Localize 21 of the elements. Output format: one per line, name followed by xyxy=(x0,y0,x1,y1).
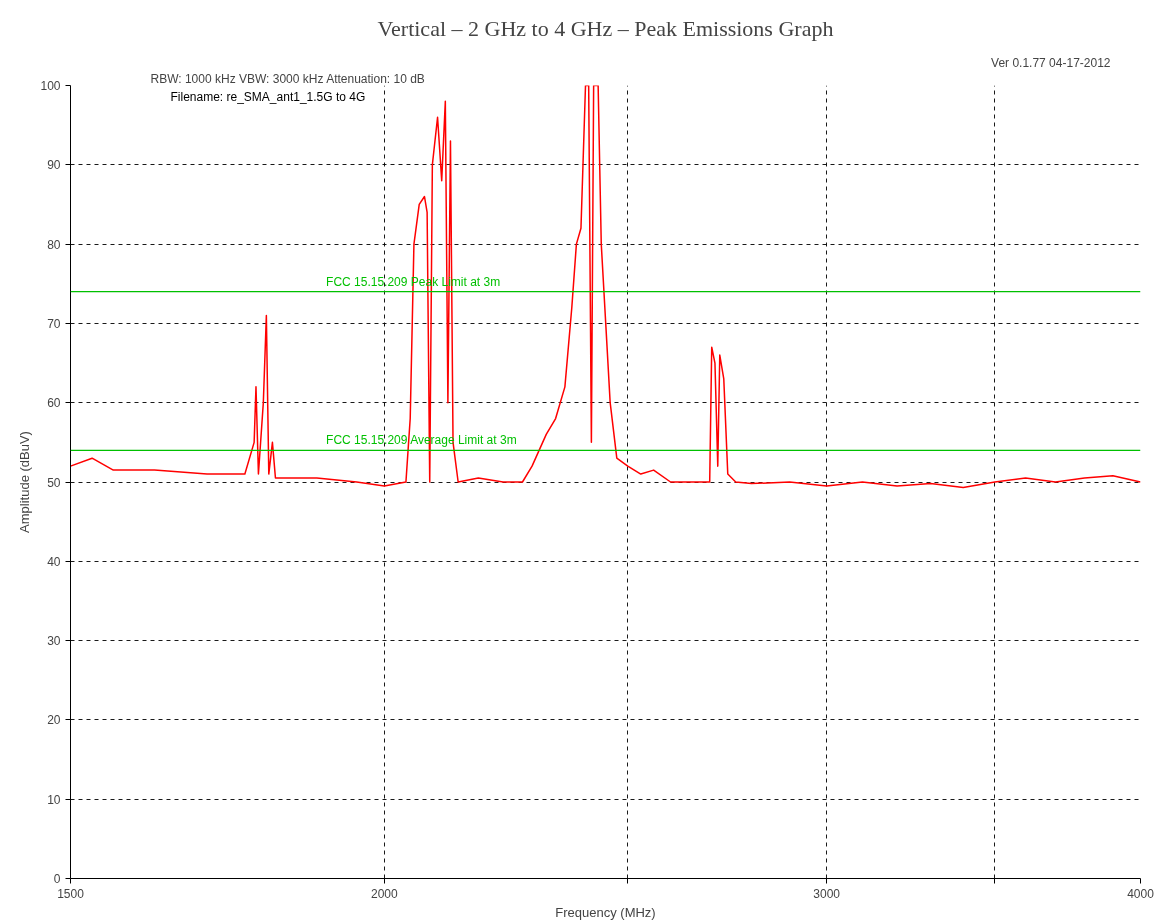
y-tick-label: 70 xyxy=(47,316,61,331)
x-tick-label: 4000 xyxy=(1127,886,1155,901)
x-tick-label: 1500 xyxy=(57,886,85,901)
annotation: Filename: re_SMA_ant1_1.5G to 4G xyxy=(170,89,366,104)
text: RBW: 1000 kHz VBW: 3000 kHz Attenuation: 10 dB xyxy=(150,71,425,86)
y-tick-label: 30 xyxy=(47,634,61,649)
y-tick-label: 80 xyxy=(47,237,61,252)
y-tick-label: 20 xyxy=(47,713,61,728)
y-tick-label: 90 xyxy=(47,158,61,173)
x-tick-label: 2000 xyxy=(370,886,399,901)
y-axis-title: Amplitude (dBuV) xyxy=(17,431,33,533)
y-tick-label: 50 xyxy=(47,475,61,490)
text: Ver 0.1.77 04-17-2012 xyxy=(991,55,1111,70)
y-tick-label: 10 xyxy=(47,792,61,807)
y-tick-label: 60 xyxy=(47,396,61,411)
y-tick-label: 0 xyxy=(53,872,61,886)
y-tick-label: 100 xyxy=(40,79,61,93)
y-tick-label: 40 xyxy=(47,554,61,569)
x-axis-title: Frequency (MHz) xyxy=(555,904,656,920)
chart-title: Vertical – 2 GHz to 4 GHz – Peak Emissions Graph xyxy=(377,15,834,41)
x-tick-label: 3000 xyxy=(813,886,841,901)
